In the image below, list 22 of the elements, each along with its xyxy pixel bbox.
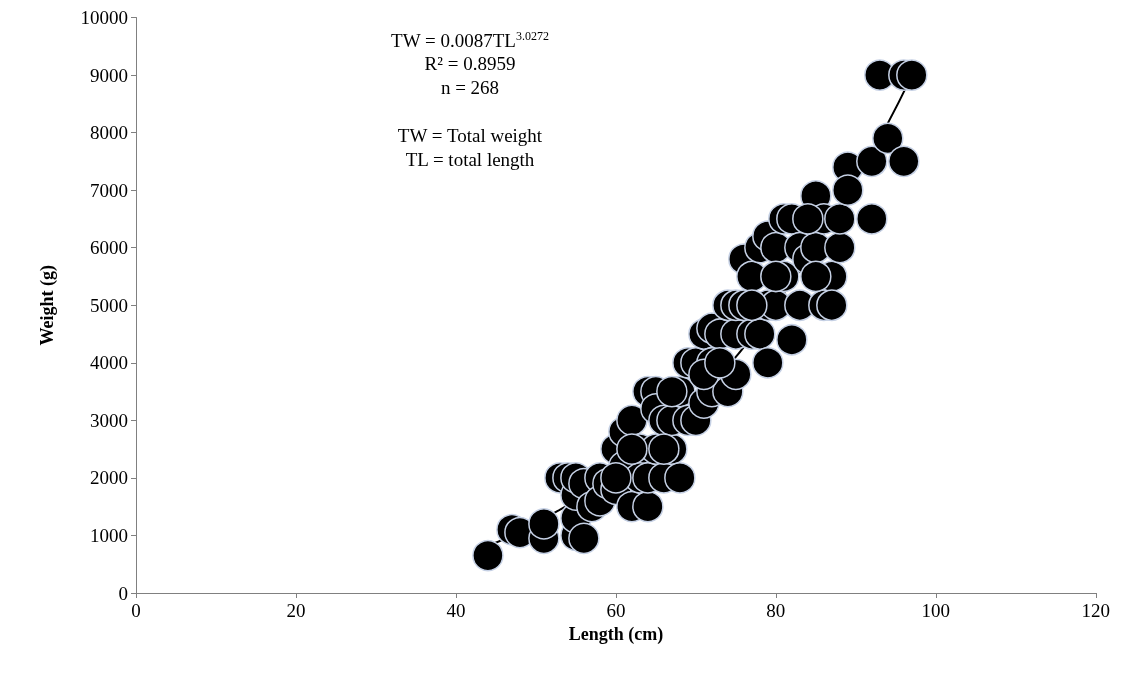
y-tick-label: 0 bbox=[118, 582, 128, 604]
x-tick-label: 20 bbox=[286, 600, 306, 621]
annotation: n = 268 bbox=[440, 77, 500, 98]
x-tick-label: 0 bbox=[131, 600, 141, 621]
y-tick-label: 1000 bbox=[90, 524, 128, 546]
y-tick-label: 5000 bbox=[90, 294, 128, 316]
x-tick-label: 40 bbox=[446, 600, 466, 621]
y-tick-label: 9000 bbox=[90, 64, 128, 86]
x-tick-label: 120 bbox=[1081, 600, 1110, 621]
x-tick-label: 80 bbox=[766, 600, 786, 621]
x-tick-label: 60 bbox=[606, 600, 626, 621]
y-axis-title: Weight (g) bbox=[37, 265, 58, 346]
y-tick-label: 7000 bbox=[90, 179, 128, 201]
x-axis-title: Length (cm) bbox=[568, 623, 664, 645]
y-tick-label: 8000 bbox=[90, 122, 128, 144]
y-tick-label: 3000 bbox=[90, 409, 128, 431]
y-tick-label: 10000 bbox=[80, 7, 128, 28]
annotation: R² = 0.8959 bbox=[424, 53, 516, 74]
y-tick-label: 6000 bbox=[90, 237, 128, 259]
y-tick-label: 2000 bbox=[90, 467, 128, 489]
y-tick-label: 4000 bbox=[90, 352, 128, 374]
x-tick-label: 100 bbox=[921, 600, 951, 621]
